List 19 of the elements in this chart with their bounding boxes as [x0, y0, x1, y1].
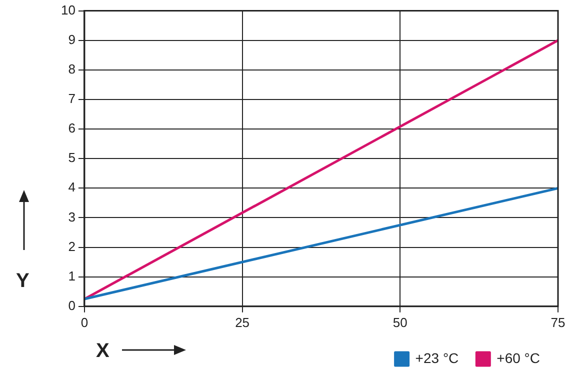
- x-tick-label: 75: [550, 314, 566, 330]
- y-tick-label: 2: [68, 238, 76, 254]
- y-tick-label: 8: [68, 62, 76, 76]
- x-tick-label: 50: [392, 314, 408, 330]
- x-axis-title: X: [96, 340, 110, 363]
- legend-label: +60 °C: [496, 350, 540, 366]
- y-tick-label: 6: [68, 120, 76, 136]
- y-tick-label: 7: [68, 91, 76, 106]
- x-tick-label: 25: [235, 314, 250, 330]
- y-tick-label: 9: [68, 32, 76, 47]
- y-tick-label: 3: [68, 209, 76, 224]
- y-axis-title: Y: [16, 270, 30, 293]
- y-tick-label: 0: [68, 298, 76, 313]
- y-tick-label: 4: [68, 180, 76, 195]
- y-tick-label: 10: [60, 2, 76, 18]
- legend-label: +23 °C: [415, 350, 459, 366]
- y-tick-label: 1: [68, 268, 76, 284]
- x-tick-label: 0: [80, 314, 88, 330]
- y-tick-label: 5: [68, 150, 76, 166]
